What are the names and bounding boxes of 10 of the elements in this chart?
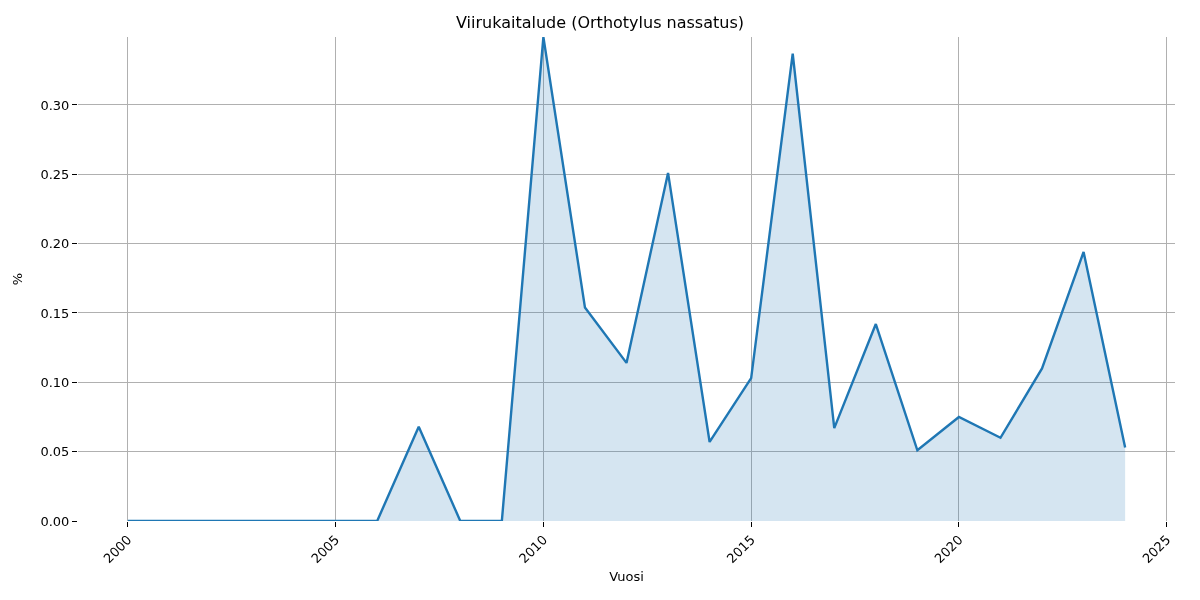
chart-title: Viirukaitalude (Orthotylus nassatus) — [456, 13, 744, 33]
y-tick-label: 0.25 — [40, 166, 70, 182]
y-tick-label: 0.05 — [40, 444, 70, 460]
y-tick-label: 0.10 — [40, 374, 70, 390]
x-axis-title: Vuosi — [609, 568, 644, 584]
y-tick-label: 0.30 — [40, 97, 70, 113]
y-tick-label: 0.15 — [40, 305, 70, 321]
y-tick-label: 0.00 — [40, 513, 70, 529]
y-axis-title: % — [10, 272, 26, 286]
y-tick-label: 0.20 — [40, 236, 70, 252]
